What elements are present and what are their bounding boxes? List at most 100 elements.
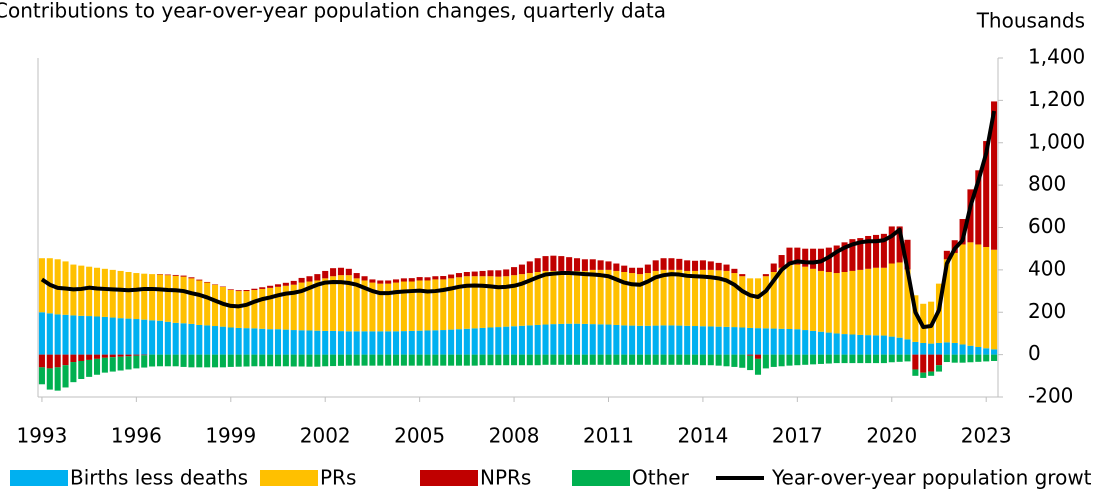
- bar-segment: [566, 323, 573, 355]
- x-tick-label: 1996: [111, 424, 162, 448]
- bar-segment: [597, 269, 604, 325]
- bar-segment: [707, 261, 714, 270]
- bar-segment: [935, 354, 943, 366]
- bar-segment: [739, 274, 746, 277]
- bar-segment: [432, 354, 439, 366]
- bar-segment: [581, 259, 588, 271]
- bar-segment: [369, 331, 376, 355]
- bar-segment: [495, 327, 502, 355]
- bar-segment: [778, 328, 785, 355]
- bar-segment: [62, 314, 69, 355]
- bar-segment: [141, 355, 148, 368]
- bar-segment: [810, 268, 817, 331]
- bar-segment: [377, 331, 384, 355]
- bar-segment: [754, 328, 762, 355]
- bar-segment: [345, 354, 352, 366]
- y-tick-label: -200: [1028, 384, 1073, 408]
- bar-segment: [928, 371, 935, 376]
- x-tick-label: 2002: [300, 424, 351, 448]
- bar-segment: [920, 342, 927, 355]
- bar-segment: [267, 354, 274, 367]
- bar-segment: [841, 354, 848, 364]
- bar-segment: [306, 276, 313, 282]
- bar-segment: [290, 280, 297, 285]
- bar-segment: [38, 367, 45, 385]
- bar-segment: [542, 270, 549, 325]
- y-tick-label: 200: [1028, 299, 1066, 323]
- bar-segment: [274, 329, 282, 355]
- bar-segment: [400, 331, 407, 355]
- bar-segment: [573, 270, 581, 324]
- bar-segment: [109, 269, 116, 318]
- bar-segment: [644, 325, 651, 355]
- bar-segment: [715, 354, 722, 366]
- bar-segment: [731, 273, 738, 328]
- bar-segment: [471, 276, 478, 329]
- bar-segment: [802, 354, 809, 365]
- bar-segment: [778, 267, 785, 329]
- bar-segment: [817, 331, 824, 355]
- bar-segment: [93, 358, 101, 375]
- bar-segment: [361, 276, 368, 281]
- bar-segment: [967, 354, 974, 363]
- bar-segment: [101, 268, 108, 317]
- y-tick-label: 1,200: [1028, 87, 1085, 111]
- bar-segment: [739, 354, 746, 368]
- bar-segment: [330, 268, 337, 277]
- bar-segment: [243, 354, 250, 367]
- bar-segment: [377, 280, 384, 284]
- bar-segment: [392, 279, 400, 283]
- bar-segment: [259, 354, 266, 367]
- bar-segment: [156, 274, 164, 321]
- bar-segment: [731, 268, 738, 274]
- bar-segment: [479, 276, 486, 328]
- bar-segment: [613, 324, 620, 355]
- y-tick-label: 800: [1028, 172, 1066, 196]
- bar-segment: [904, 269, 911, 340]
- bar-segment: [400, 278, 407, 282]
- bar-segment: [495, 270, 502, 277]
- bar-segment: [487, 327, 494, 355]
- bar-segment: [825, 271, 832, 333]
- bar-segment: [629, 273, 636, 326]
- bar-segment: [542, 324, 549, 355]
- bar-segment: [377, 354, 384, 366]
- bar-segment: [86, 266, 93, 317]
- bar-segment: [825, 247, 832, 272]
- bar-segment: [46, 368, 53, 390]
- bar-segment: [550, 354, 557, 365]
- bar-segment: [605, 354, 612, 365]
- bar-segment: [455, 273, 463, 278]
- bar-segment: [259, 288, 266, 329]
- bar-segment: [636, 354, 644, 365]
- bar-segment: [361, 354, 368, 366]
- bar-segment: [282, 354, 289, 367]
- bar-segment: [896, 354, 903, 362]
- bar-segment: [935, 342, 943, 355]
- bar-segment: [707, 269, 714, 327]
- bar-segment: [400, 281, 407, 332]
- bar-segment: [330, 330, 337, 355]
- bar-segment: [109, 357, 116, 372]
- bar-segment: [440, 354, 447, 366]
- y-tick-label: 400: [1028, 256, 1066, 280]
- bar-segment: [534, 258, 541, 272]
- bar-segment: [951, 342, 958, 355]
- bar-segment: [739, 327, 746, 355]
- bar-segment: [503, 269, 510, 277]
- bar-segment: [353, 354, 360, 366]
- bar-segment: [810, 354, 817, 365]
- bar-segment: [636, 267, 644, 275]
- bar-segment: [802, 330, 809, 355]
- bar-segment: [172, 322, 179, 355]
- legend-label: Year-over-year population growth: [771, 466, 1093, 490]
- bar-segment: [392, 354, 400, 366]
- bar-segment: [432, 279, 439, 331]
- bar-segment: [581, 270, 588, 324]
- bar-segment: [526, 354, 533, 366]
- bar-segment: [369, 282, 376, 332]
- bar-segment: [991, 349, 998, 355]
- bar-segment: [715, 270, 722, 327]
- bar-segment: [589, 259, 596, 270]
